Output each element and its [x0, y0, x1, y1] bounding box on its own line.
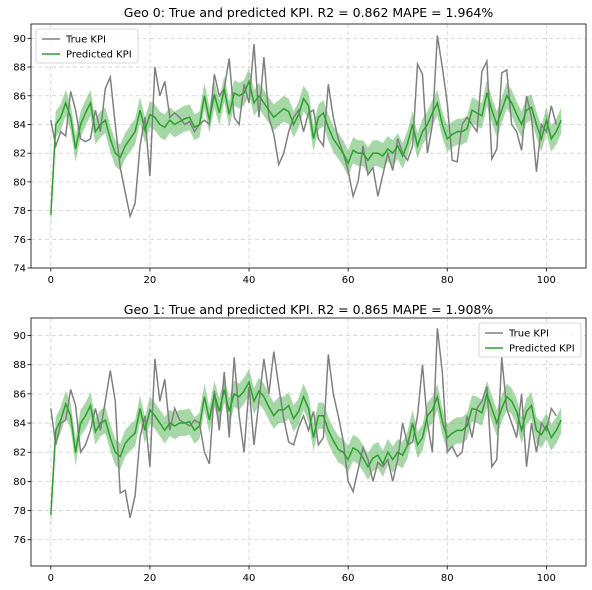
- plot-area: [51, 35, 561, 227]
- x-tick-label: 80: [441, 275, 454, 286]
- y-tick-label: 86: [13, 91, 26, 102]
- y-tick-label: 74: [13, 264, 26, 275]
- x-tick-label: 40: [243, 275, 256, 286]
- y-tick-label: 84: [13, 120, 26, 131]
- y-tick-label: 80: [13, 477, 26, 488]
- y-tick-label: 86: [13, 389, 26, 400]
- legend-label: Predicted KPI: [66, 50, 132, 61]
- x-tick-label: 80: [441, 573, 454, 584]
- legend-label: True KPI: [508, 329, 549, 340]
- y-tick-label: 90: [13, 331, 26, 342]
- y-tick-label: 90: [13, 34, 26, 45]
- legend-label: Predicted KPI: [509, 344, 575, 355]
- chart-geo-1: Geo 1: True and predicted KPI. R2 = 0.86…: [13, 302, 586, 584]
- y-tick-label: 78: [13, 206, 26, 217]
- legend-label: True KPI: [65, 35, 106, 46]
- x-tick-label: 40: [243, 573, 256, 584]
- y-tick-label: 88: [13, 63, 26, 74]
- x-tick-label: 20: [144, 275, 157, 286]
- y-tick-label: 76: [13, 535, 26, 546]
- x-tick-label: 0: [48, 275, 54, 286]
- y-tick-label: 76: [13, 235, 26, 246]
- y-tick-label: 82: [13, 149, 26, 160]
- legend: True KPI Predicted KPI: [479, 323, 581, 357]
- y-tick-label: 82: [13, 448, 26, 459]
- x-tick-label: 20: [144, 573, 157, 584]
- x-tick-label: 0: [48, 573, 54, 584]
- chart-title: Geo 1: True and predicted KPI. R2 = 0.86…: [124, 302, 494, 317]
- chart-title: Geo 0: True and predicted KPI. R2 = 0.86…: [124, 5, 494, 20]
- chart-geo-0: Geo 0: True and predicted KPI. R2 = 0.86…: [13, 5, 586, 286]
- y-tick-label: 80: [13, 177, 26, 188]
- legend: True KPI Predicted KPI: [36, 29, 138, 63]
- x-tick-label: 100: [537, 275, 556, 286]
- plot-area: [51, 328, 561, 528]
- y-tick-label: 84: [13, 419, 26, 430]
- x-tick-label: 60: [342, 573, 355, 584]
- x-tick-label: 100: [537, 573, 556, 584]
- x-tick-label: 60: [342, 275, 355, 286]
- y-tick-label: 88: [13, 360, 26, 371]
- y-tick-label: 78: [13, 506, 26, 517]
